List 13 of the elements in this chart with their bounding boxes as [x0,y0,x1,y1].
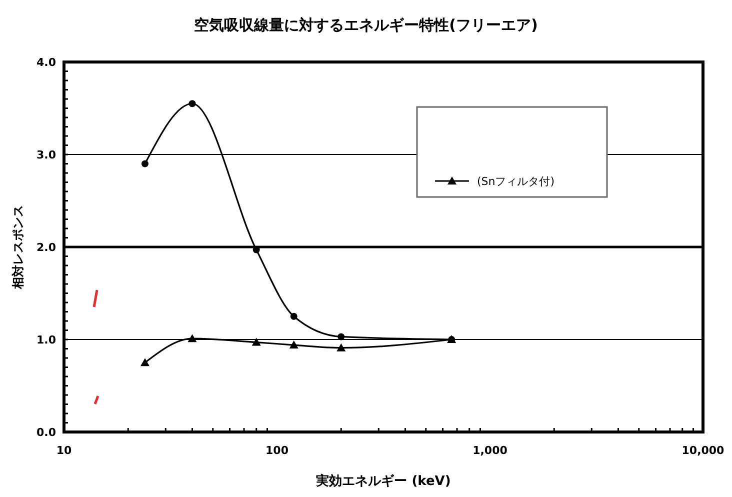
y-tick-label: 2.0 [36,241,56,254]
x-tick-label: 10,000 [682,444,725,457]
y-tick-label: 0.0 [36,426,56,439]
y-tick-label: 3.0 [36,148,56,162]
y-tick-label: 4.0 [36,56,56,69]
chart-title: 空気吸収線量に対するエネルギー特性(フリーエア) [194,16,538,34]
legend-label: (Snフィルタ付) [477,175,555,188]
y-tick-label: 1.0 [36,334,56,346]
x-tick-label: 10 [56,444,72,457]
x-tick-label: 100 [266,444,289,457]
y-axis-title: 相対レスポンス [11,205,25,290]
x-axis-title: 実効エネルギー (keV) [315,473,451,489]
x-tick-label: 1,000 [472,444,508,457]
